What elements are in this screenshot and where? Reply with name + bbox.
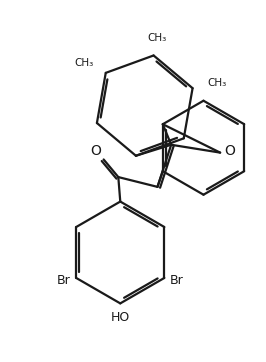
- Text: CH₃: CH₃: [207, 78, 227, 88]
- Text: O: O: [224, 144, 235, 157]
- Text: Br: Br: [57, 274, 70, 287]
- Text: Br: Br: [170, 274, 184, 287]
- Text: O: O: [90, 143, 101, 157]
- Text: CH₃: CH₃: [147, 33, 166, 43]
- Text: HO: HO: [111, 311, 130, 324]
- Text: CH₃: CH₃: [74, 58, 94, 68]
